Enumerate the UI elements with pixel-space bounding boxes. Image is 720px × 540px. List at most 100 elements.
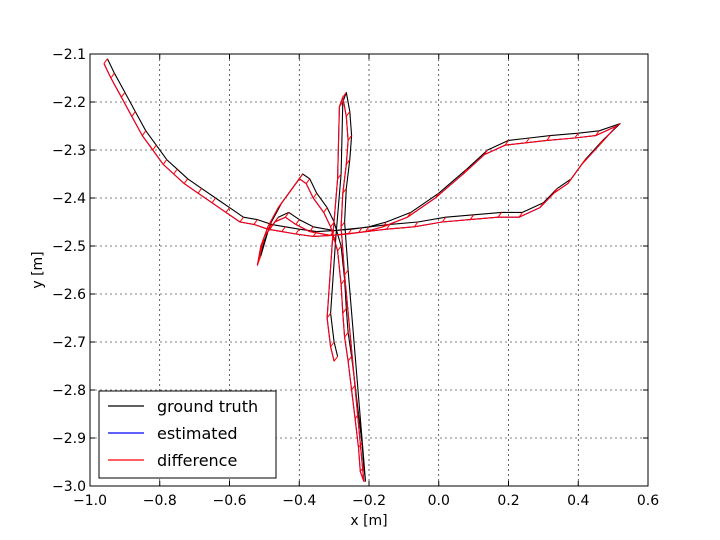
x-axis-label: x [m] <box>350 513 387 529</box>
difference-segment <box>359 466 365 472</box>
difference-segment <box>239 216 244 223</box>
difference-segment <box>131 111 136 117</box>
difference-segment <box>342 92 347 98</box>
difference-segment <box>281 226 286 232</box>
difference-segment <box>518 212 523 218</box>
difference-segment <box>312 192 318 199</box>
difference-segment <box>406 212 412 218</box>
difference-segment <box>260 240 265 247</box>
difference-segment <box>358 442 363 448</box>
difference-segment <box>331 236 337 242</box>
difference-segment <box>595 130 600 136</box>
difference-segment <box>284 212 290 218</box>
difference-segment <box>309 226 314 232</box>
difference-segment <box>539 202 544 208</box>
difference-segment <box>525 137 530 144</box>
difference-segment <box>274 216 279 223</box>
difference-segment <box>347 228 352 235</box>
difference-segment <box>386 224 391 230</box>
difference-segment <box>365 226 370 232</box>
difference-segment <box>103 58 108 64</box>
difference-segment <box>267 224 272 230</box>
difference-segment <box>434 192 440 199</box>
difference-segment <box>598 140 604 146</box>
axis-ticks: −1.0 −0.8 −0.6 −0.4 −0.2 0.0 0.2 0.4 0.6 −2.1 −2.2… <box>52 47 659 509</box>
difference-segment <box>574 132 579 139</box>
x-tick-label: −0.8 <box>143 493 177 509</box>
difference-segment <box>462 168 468 175</box>
difference-segment <box>413 221 419 228</box>
legend-label-ground-truth: ground truth <box>157 397 258 416</box>
difference-segment <box>337 245 342 252</box>
difference-segment <box>197 188 203 194</box>
data-series <box>103 58 621 482</box>
difference-segment <box>323 207 328 213</box>
difference-segment <box>152 144 157 151</box>
difference-segment <box>382 221 387 228</box>
difference-segment <box>504 140 509 146</box>
y-tick-label: −2.2 <box>52 95 86 111</box>
difference-segment <box>354 413 359 420</box>
difference-segment <box>345 159 351 165</box>
difference-segment <box>347 356 352 362</box>
difference-segment <box>553 188 558 194</box>
difference-segment <box>342 188 347 194</box>
difference-segment <box>546 135 551 141</box>
difference-segment <box>141 130 147 136</box>
difference-segment <box>497 212 502 218</box>
legend: ground truth estimated difference <box>98 390 277 479</box>
legend-label-estimated: estimated <box>157 424 238 443</box>
y-axis-label: y [m] <box>30 251 46 288</box>
difference-segment <box>347 135 352 141</box>
difference-segment <box>312 231 318 237</box>
y-tick-label: −2.9 <box>52 431 86 447</box>
difference-segment <box>267 221 272 228</box>
difference-segment <box>256 255 262 266</box>
difference-segment <box>344 332 349 338</box>
x-tick-label: 0.4 <box>567 493 589 509</box>
difference-segment <box>225 207 230 213</box>
difference-segment <box>173 168 178 175</box>
x-tick-label: −0.4 <box>282 493 316 509</box>
difference-segment <box>120 92 126 98</box>
difference-segment <box>162 159 168 165</box>
difference-segment <box>342 308 347 314</box>
difference-segment <box>295 219 300 225</box>
x-tick-label: −1.0 <box>73 493 107 509</box>
difference-segment <box>567 178 572 184</box>
difference-segment <box>277 202 283 208</box>
difference-segment <box>469 214 475 220</box>
difference-segment <box>441 216 447 223</box>
difference-segment <box>295 228 300 235</box>
difference-segment <box>616 123 621 127</box>
difference-segment <box>288 188 293 194</box>
difference-segment <box>581 159 586 165</box>
x-tick-label: −0.2 <box>352 493 386 509</box>
difference-segment <box>253 219 258 225</box>
difference-segment <box>211 197 216 204</box>
y-tick-label: −2.8 <box>52 383 86 399</box>
difference-segment <box>340 221 345 228</box>
legend-label-difference: difference <box>157 451 237 470</box>
difference-segment <box>333 356 339 362</box>
difference-segment <box>330 221 335 228</box>
series-line-difference <box>103 63 618 482</box>
x-tick-label: 0.2 <box>497 493 519 509</box>
difference-segment <box>344 269 349 276</box>
x-tick-label: 0.6 <box>637 493 659 509</box>
x-tick-label: 0.0 <box>428 493 450 509</box>
y-tick-label: −2.7 <box>52 335 86 351</box>
x-tick-label: −0.6 <box>213 493 247 509</box>
difference-segment <box>326 312 332 319</box>
difference-segment <box>345 111 351 117</box>
difference-segment <box>263 231 269 237</box>
y-tick-label: −3.0 <box>52 479 86 495</box>
difference-segment <box>340 279 345 285</box>
difference-segment <box>358 227 363 233</box>
y-tick-label: −2.6 <box>52 287 86 303</box>
difference-segment <box>110 72 115 79</box>
y-tick-label: −2.4 <box>52 191 86 207</box>
difference-segment <box>330 341 335 348</box>
difference-segment <box>183 178 189 184</box>
